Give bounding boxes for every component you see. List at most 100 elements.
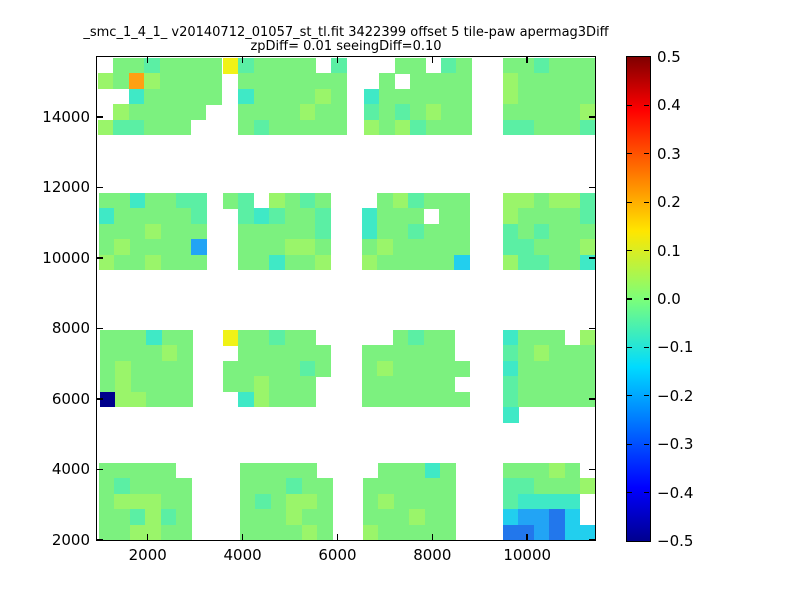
heatmap-cell [240, 524, 256, 541]
heatmap-cell [580, 330, 596, 346]
heatmap-cell [253, 254, 270, 271]
heatmap-cell [100, 330, 116, 346]
heatmap-cell [363, 509, 379, 526]
heatmap-cell [580, 478, 596, 495]
heatmap-cell [269, 345, 286, 362]
heatmap-cell [533, 193, 550, 209]
heatmap-cell [503, 73, 519, 90]
heatmap-cell [270, 493, 287, 510]
heatmap-cell [440, 478, 456, 495]
heatmap-cell [205, 73, 222, 90]
heatmap-cell [130, 330, 147, 346]
heatmap-cell [128, 119, 145, 136]
heatmap-cell [176, 193, 192, 209]
axis-tick-mark [589, 539, 595, 541]
heatmap-cell [503, 478, 519, 495]
heatmap-cell [129, 193, 146, 209]
heatmap-cell [503, 88, 519, 105]
heatmap-cell [377, 360, 394, 377]
heatmap-cell [564, 493, 581, 510]
heatmap-cell [146, 360, 163, 377]
heatmap-cell [160, 524, 177, 541]
colorbar-tick-mark [627, 201, 632, 203]
x-axis-tick-label: 10000 [503, 546, 552, 564]
heatmap-cell [300, 58, 316, 74]
heatmap-cell [315, 239, 332, 256]
heatmap-cell [408, 193, 425, 209]
heatmap-cell [441, 58, 457, 74]
heatmap-cell [564, 345, 581, 362]
heatmap-cell [176, 254, 192, 271]
heatmap-cell [145, 239, 162, 256]
heatmap-cell [564, 478, 581, 495]
heatmap-cell [503, 119, 519, 136]
axis-tick-mark [97, 327, 103, 330]
heatmap-cell [115, 376, 132, 393]
axis-tick-mark [97, 257, 103, 259]
heatmap-cell [456, 119, 473, 136]
heatmap-cell [160, 193, 177, 209]
heatmap-cell [269, 88, 286, 105]
heatmap-cell [408, 360, 425, 377]
heatmap-cell [564, 104, 581, 121]
axis-tick-mark [526, 57, 528, 63]
heatmap-cell [423, 223, 440, 240]
heatmap-cell [503, 345, 519, 362]
heatmap-cell [533, 330, 550, 346]
heatmap-cell [549, 524, 566, 541]
heatmap-cell [300, 223, 316, 240]
colorbar-tick-mark [644, 201, 649, 203]
heatmap-cell [190, 104, 207, 121]
heatmap-cell [518, 345, 535, 362]
heatmap-cell [393, 493, 410, 510]
heatmap-cell [161, 376, 178, 393]
heatmap-cell [315, 254, 332, 271]
heatmap-cell [533, 478, 550, 495]
heatmap-cell [503, 407, 519, 423]
heatmap-cell [99, 239, 115, 256]
heatmap-cell [441, 73, 457, 90]
heatmap-cell [377, 345, 394, 362]
colorbar-tick-mark [627, 104, 632, 107]
heatmap-cell [409, 463, 426, 479]
heatmap-cell [129, 254, 146, 271]
axis-tick-mark [589, 116, 595, 118]
heatmap-cell [564, 360, 581, 377]
heatmap-cell [423, 254, 440, 271]
heatmap-cell [128, 88, 145, 105]
heatmap-cell [580, 193, 596, 209]
heatmap-cell [518, 493, 535, 510]
plot-subtitle: zpDiff= 0.01 seeingDiff=0.10 [250, 39, 442, 54]
heatmap-cell [409, 509, 426, 526]
y-axis-tick-label: 10000 [42, 248, 90, 267]
heatmap-cell [441, 88, 457, 105]
heatmap-cell [160, 239, 177, 256]
heatmap-cell [286, 524, 303, 541]
heatmap-cell [549, 193, 566, 209]
heatmap-cell [253, 239, 270, 256]
heatmap-cell [393, 478, 410, 495]
heatmap-cell [503, 509, 519, 526]
heatmap-cell [270, 478, 287, 495]
colorbar-tick-label: 0.3 [657, 144, 681, 163]
heatmap-cell [518, 208, 535, 225]
colorbar-tick-mark [627, 153, 632, 155]
x-axis-tick-label: 2000 [128, 546, 167, 564]
heatmap-cell [114, 239, 131, 256]
heatmap-cell [114, 254, 131, 271]
heatmap-cell [255, 478, 272, 495]
heatmap-cell [549, 58, 566, 74]
heatmap-cell [175, 58, 191, 74]
heatmap-cell [301, 493, 318, 510]
heatmap-cell [364, 104, 380, 121]
heatmap-cell [300, 330, 316, 346]
heatmap-cell [253, 58, 270, 74]
heatmap-cell [564, 463, 581, 479]
heatmap-cell [100, 376, 116, 393]
heatmap-cell [115, 391, 132, 408]
heatmap-cell [238, 223, 255, 240]
heatmap-cell [503, 208, 519, 225]
heatmap-cell [175, 119, 191, 136]
heatmap-cell [533, 360, 550, 377]
heatmap-cell [564, 223, 581, 240]
